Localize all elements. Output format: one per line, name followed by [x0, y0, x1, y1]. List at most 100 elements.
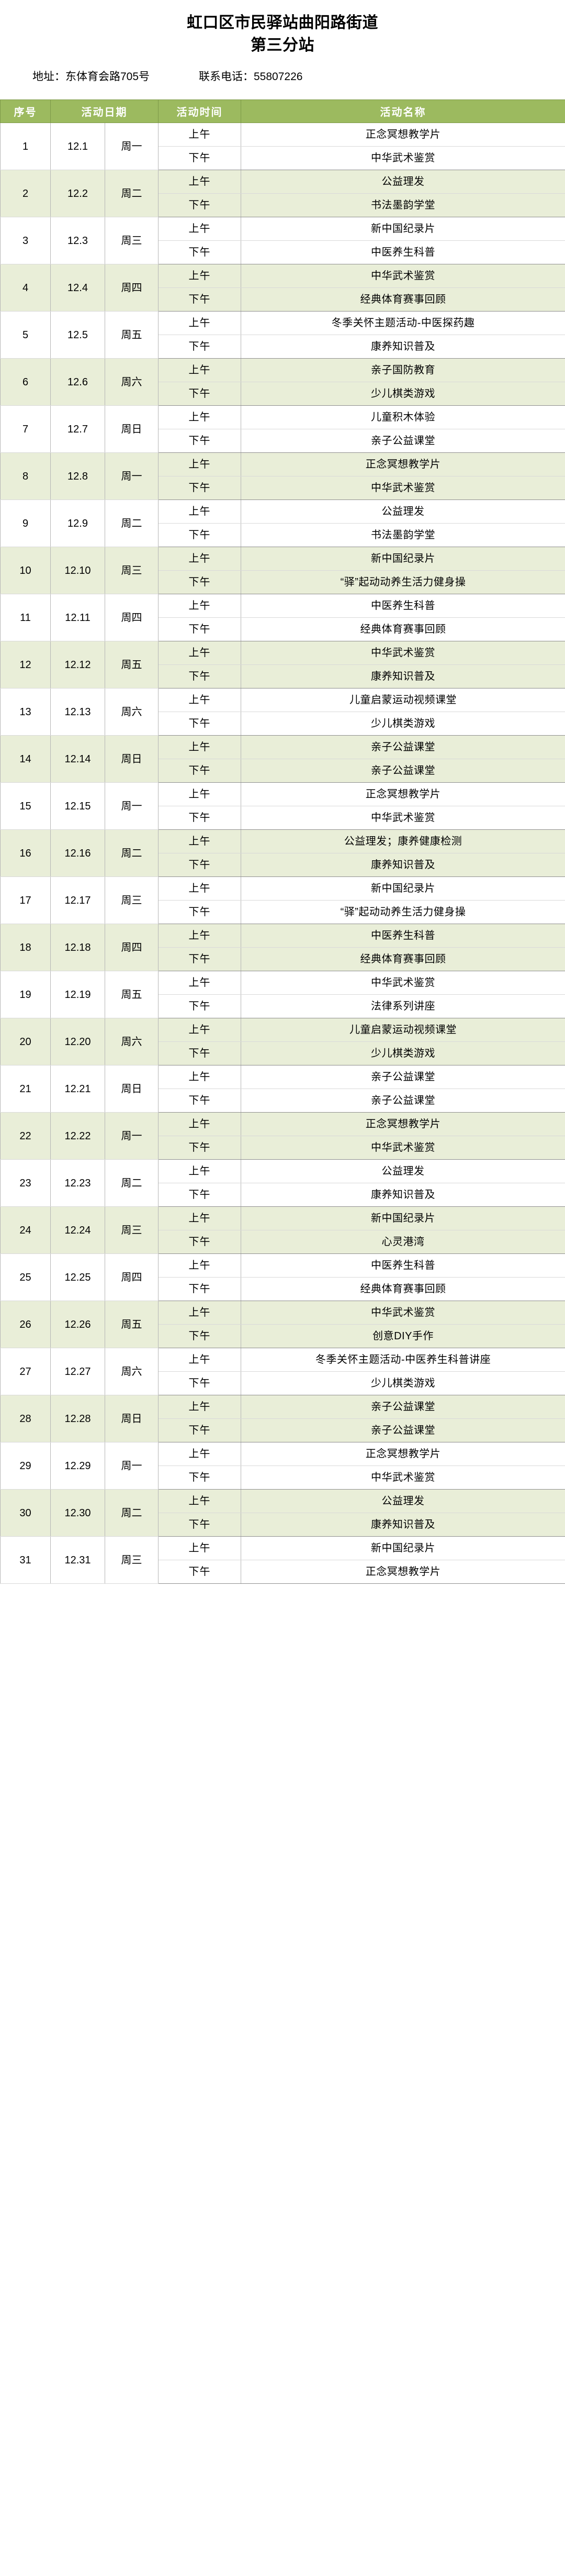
cell-activity-am: 新中国纪录片 [241, 217, 565, 241]
cell-activity-pm: 亲子公益课堂 [241, 1089, 565, 1113]
table-row: 8 12.8 周一 上午 正念冥想教学片 [0, 452, 565, 500]
cell-activity-pm: 中华武术鉴赏 [241, 476, 565, 500]
cell-weekday: 周四 [105, 594, 159, 641]
table-row: 22 12.22 周一 上午 正念冥想教学片 [0, 1112, 565, 1160]
table-row: 下午 中华武术鉴赏 [1, 476, 565, 500]
cell-no: 7 [0, 405, 51, 453]
cell-time-am: 上午 [158, 971, 241, 995]
cell-weekday: 周一 [105, 782, 159, 830]
table-row: 下午 法律系列讲座 [1, 994, 565, 1018]
cell-time-am: 上午 [158, 1536, 241, 1560]
cell-time-pm: 下午 [158, 1041, 241, 1065]
cell-date: 12.31 [50, 1536, 105, 1584]
cell-date: 12.12 [50, 641, 105, 689]
cell-time-pm: 下午 [158, 1371, 241, 1395]
table-row: 11 12.11 周四 上午 中医养生科普 [0, 594, 565, 641]
cell-weekday: 周四 [105, 1253, 159, 1301]
cell-no: 26 [0, 1301, 51, 1348]
cell-time-am: 上午 [158, 594, 241, 618]
cell-weekday: 周六 [105, 688, 159, 736]
cell-date: 12.24 [50, 1206, 105, 1254]
cell-activity-am: 新中国纪录片 [241, 1206, 565, 1230]
cell-activity-pm: 法律系列讲座 [241, 994, 565, 1018]
cell-activity-pm: 创意DIY手作 [241, 1324, 565, 1348]
cell-date: 12.28 [50, 1395, 105, 1442]
table-row: 下午 创意DIY手作 [1, 1324, 565, 1348]
cell-date: 12.5 [50, 311, 105, 359]
cell-time-pm: 下午 [158, 947, 241, 971]
cell-activity-pm: 康养知识普及 [241, 335, 565, 359]
table-row: 9 12.9 周二 上午 公益理发 [0, 499, 565, 547]
cell-time-am: 上午 [158, 1112, 241, 1136]
cell-no: 18 [0, 924, 51, 971]
cell-time-pm: 下午 [158, 712, 241, 736]
cell-time-pm: 下午 [158, 1277, 241, 1301]
cell-activity-pm: 少儿棋类游戏 [241, 1371, 565, 1395]
cell-date: 12.26 [50, 1301, 105, 1348]
table-row: 7 12.7 周日 上午 儿童积木体验 [0, 405, 565, 453]
cell-no: 8 [0, 452, 51, 500]
cell-time-am: 上午 [158, 782, 241, 806]
cell-activity-am: 中医养生科普 [241, 924, 565, 948]
cell-weekday: 周二 [105, 499, 159, 547]
cell-weekday: 周二 [105, 1489, 159, 1537]
table-row: 30 12.30 周二 上午 公益理发 [0, 1489, 565, 1537]
cell-activity-pm: 经典体育赛事回顾 [241, 287, 565, 312]
cell-weekday: 周四 [105, 264, 159, 312]
cell-date: 12.10 [50, 547, 105, 594]
cell-weekday: 周四 [105, 924, 159, 971]
cell-date: 12.23 [50, 1159, 105, 1207]
cell-activity-pm: “驿”起动动养生活力健身操 [241, 900, 565, 924]
table-row: 1 12.1 周一 上午 正念冥想教学片 [0, 123, 565, 170]
cell-weekday: 周六 [105, 358, 159, 406]
cell-activity-pm: 经典体育赛事回顾 [241, 617, 565, 641]
cell-time-am: 上午 [158, 405, 241, 429]
cell-time-pm: 下午 [158, 1465, 241, 1490]
cell-activity-am: 正念冥想教学片 [241, 123, 565, 147]
table-row: 31 12.31 周三 上午 新中国纪录片 [0, 1536, 565, 1584]
cell-activity-pm: 康养知识普及 [241, 1513, 565, 1537]
cell-weekday: 周六 [105, 1348, 159, 1395]
table-row: 下午 中华武术鉴赏 [1, 146, 565, 170]
cell-date: 12.22 [50, 1112, 105, 1160]
cell-time-am: 上午 [158, 1253, 241, 1278]
cell-activity-am: 中医养生科普 [241, 1253, 565, 1278]
table-row: 4 12.4 周四 上午 中华武术鉴赏 [0, 264, 565, 312]
cell-activity-pm: 少儿棋类游戏 [241, 382, 565, 406]
cell-weekday: 周二 [105, 829, 159, 877]
cell-activity-pm: 亲子公益课堂 [241, 429, 565, 453]
cell-date: 12.6 [50, 358, 105, 406]
cell-activity-am: 中华武术鉴赏 [241, 1301, 565, 1325]
cell-weekday: 周三 [105, 1206, 159, 1254]
cell-activity-pm: 心灵港湾 [241, 1230, 565, 1254]
cell-activity-am: 公益理发 [241, 499, 565, 524]
cell-weekday: 周三 [105, 217, 159, 264]
cell-weekday: 周三 [105, 547, 159, 594]
cell-time-am: 上午 [158, 1489, 241, 1513]
table-row: 下午 少儿棋类游戏 [1, 1371, 565, 1395]
cell-activity-pm: 少儿棋类游戏 [241, 1041, 565, 1065]
cell-activity-am: 公益理发 [241, 170, 565, 194]
cell-activity-am: 冬季关怀主题活动-中医探药趣 [241, 311, 565, 335]
table-row: 下午 亲子公益课堂 [1, 429, 565, 453]
cell-activity-pm: 经典体育赛事回顾 [241, 947, 565, 971]
table-row: 13 12.13 周六 上午 儿童启蒙运动视频课堂 [0, 688, 565, 736]
cell-time-pm: 下午 [158, 1089, 241, 1113]
cell-time-pm: 下午 [158, 1136, 241, 1160]
cell-no: 14 [0, 735, 51, 783]
table-row: 下午 经典体育赛事回顾 [1, 1277, 565, 1301]
cell-date: 12.11 [50, 594, 105, 641]
table-row: 23 12.23 周二 上午 公益理发 [0, 1159, 565, 1207]
cell-date: 12.15 [50, 782, 105, 830]
cell-activity-am: 正念冥想教学片 [241, 452, 565, 476]
cell-time-am: 上午 [158, 1206, 241, 1230]
table-row: 14 12.14 周日 上午 亲子公益课堂 [0, 735, 565, 783]
cell-time-am: 上午 [158, 735, 241, 759]
cell-weekday: 周日 [105, 405, 159, 453]
page-title-line-1: 虹口区市民驿站曲阳路街道 [187, 14, 378, 31]
cell-activity-pm: 康养知识普及 [241, 664, 565, 689]
table-row: 下午 康养知识普及 [1, 853, 565, 877]
cell-date: 12.13 [50, 688, 105, 736]
cell-time-am: 上午 [158, 688, 241, 712]
cell-activity-pm: 康养知识普及 [241, 1183, 565, 1207]
